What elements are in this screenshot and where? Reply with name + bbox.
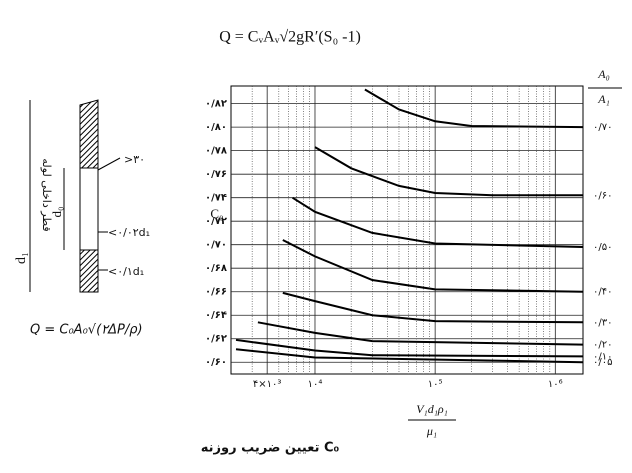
legend-title-num: A₀ — [597, 67, 610, 81]
edge-label: <۰/۰۲d₁ — [108, 226, 150, 239]
legend-label: ۰/۵۰ — [593, 242, 612, 253]
x-tick-label: ۱۰⁶ — [548, 379, 563, 390]
legend-label: ۰/۲۰ — [593, 340, 612, 351]
caption: تعیین ضریب روزنه C₀ — [201, 441, 340, 456]
legend-label: ۰/۰۵ — [593, 357, 612, 368]
angle-line — [97, 157, 121, 171]
orifice-formula: Q = C₀A₀√(۲ΔP/ρ) — [30, 323, 143, 338]
curve — [235, 348, 584, 364]
y-tick-label: ۰/۷۸ — [205, 146, 227, 157]
y-tick-label: ۰/۶۰ — [205, 357, 227, 368]
legend-label: ۰/۴۰ — [593, 287, 612, 298]
d0-label: d₀ — [49, 206, 64, 217]
x-tick-label: ۱۰⁴ — [308, 379, 323, 390]
legend-label: ۰/۶۰ — [593, 190, 612, 201]
x-label-den: μ₁ — [426, 424, 437, 438]
y-tick-label: ۰/۶۸ — [205, 263, 227, 274]
y-tick-label: ۰/۶۶ — [205, 287, 227, 298]
pipe-label: قطر داخلی لوله — [40, 158, 53, 231]
y-tick-label: ۰/۷۲ — [205, 216, 227, 227]
x-tick-label: ۴×۱۰³ — [253, 379, 282, 390]
legend-label: ۰/۷۰ — [593, 122, 612, 133]
wall-bottom — [79, 249, 99, 293]
y-tick-label: ۰/۷۴ — [205, 193, 227, 204]
curve — [291, 196, 584, 248]
curve — [282, 291, 584, 324]
y-tick-label: ۰/۸۲ — [205, 99, 227, 110]
plot-frame — [230, 85, 584, 375]
y-tick-label: ۰/۶۲ — [205, 334, 227, 345]
thick-label: <۰/۱d₁ — [108, 265, 144, 278]
angle-label: >۳۰ — [124, 153, 145, 166]
curve — [235, 338, 584, 358]
y-tick-label: ۰/۸۰ — [205, 122, 227, 133]
legend-label: ۰/۳۰ — [593, 317, 612, 328]
legend-label: ۰/۱۰ — [593, 351, 612, 362]
x-tick-label: ۱۰⁵ — [428, 379, 443, 390]
x-label-num: V₁d₁ρ₁ — [416, 402, 448, 416]
curve — [364, 88, 584, 129]
y-label: C₀ — [210, 206, 223, 221]
wall-top — [79, 99, 99, 169]
curve — [314, 146, 583, 197]
formula-title: Q = CᵥAᵥ√2gR′(S₀ -1) — [219, 29, 361, 46]
y-tick-label: ۰/۶۴ — [205, 310, 227, 321]
curve — [282, 239, 584, 293]
y-tick-label: ۰/۷۶ — [205, 169, 227, 180]
d1-label: d₁ — [14, 252, 29, 264]
y-tick-label: ۰/۷۰ — [205, 240, 227, 251]
legend-title-den: A₁ — [597, 92, 610, 106]
curve — [257, 321, 584, 346]
orifice-diagram: قطر داخلی لوله d₁ d₀ >۳۰ <۰/۰۲d₁ <۰/۱d₁ … — [14, 99, 150, 338]
